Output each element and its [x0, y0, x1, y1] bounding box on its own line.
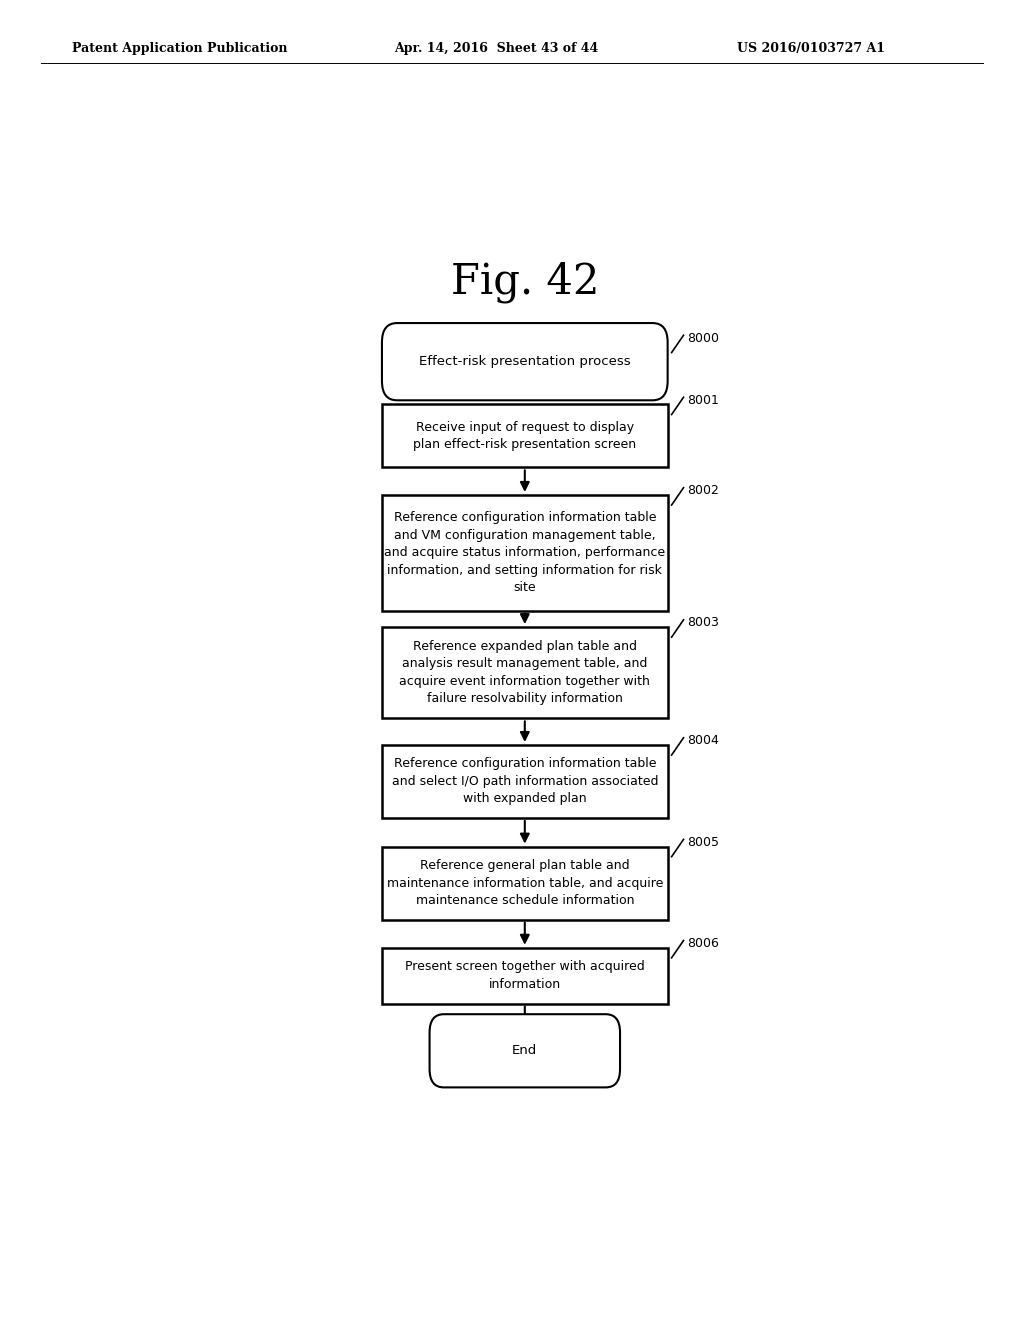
Text: Patent Application Publication: Patent Application Publication [72, 42, 287, 54]
FancyBboxPatch shape [382, 948, 668, 1003]
FancyBboxPatch shape [382, 627, 668, 718]
Text: 8006: 8006 [687, 937, 720, 950]
FancyBboxPatch shape [382, 846, 668, 920]
Text: 8001: 8001 [687, 393, 720, 407]
Text: Reference general plan table and
maintenance information table, and acquire
main: Reference general plan table and mainten… [387, 859, 663, 907]
FancyBboxPatch shape [430, 1014, 620, 1088]
Text: 8005: 8005 [687, 836, 720, 849]
FancyBboxPatch shape [382, 495, 668, 611]
Text: 8004: 8004 [687, 734, 720, 747]
Text: End: End [512, 1044, 538, 1057]
Text: 8000: 8000 [687, 331, 720, 345]
Text: Receive input of request to display
plan effect-risk presentation screen: Receive input of request to display plan… [414, 421, 636, 451]
FancyBboxPatch shape [382, 323, 668, 400]
Text: US 2016/0103727 A1: US 2016/0103727 A1 [737, 42, 886, 54]
Text: 8002: 8002 [687, 484, 720, 498]
Text: Fig. 42: Fig. 42 [451, 261, 599, 304]
FancyBboxPatch shape [382, 744, 668, 818]
Text: Present screen together with acquired
information: Present screen together with acquired in… [404, 961, 645, 991]
Text: 8003: 8003 [687, 616, 720, 630]
Text: Reference configuration information table
and select I/O path information associ: Reference configuration information tabl… [391, 758, 658, 805]
Text: Reference expanded plan table and
analysis result management table, and
acquire : Reference expanded plan table and analys… [399, 640, 650, 705]
Text: Apr. 14, 2016  Sheet 43 of 44: Apr. 14, 2016 Sheet 43 of 44 [394, 42, 598, 54]
Text: Effect-risk presentation process: Effect-risk presentation process [419, 355, 631, 368]
FancyBboxPatch shape [382, 404, 668, 467]
Text: Reference configuration information table
and VM configuration management table,: Reference configuration information tabl… [384, 511, 666, 594]
